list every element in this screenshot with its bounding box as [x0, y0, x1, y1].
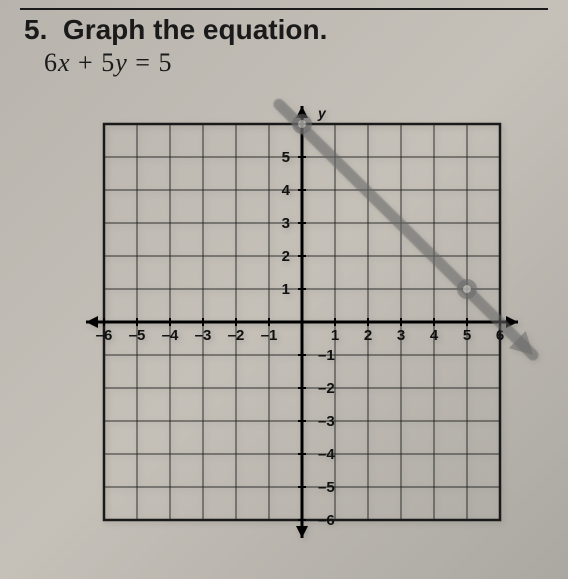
- svg-text:–2: –2: [228, 327, 245, 344]
- svg-text:5: 5: [282, 149, 290, 166]
- axes: [86, 106, 518, 538]
- svg-text:–3: –3: [195, 327, 212, 344]
- problem-prompt-text: Graph the equation.: [63, 14, 327, 45]
- svg-text:–4: –4: [162, 327, 179, 344]
- svg-text:–4: –4: [318, 446, 335, 463]
- svg-text:–3: –3: [318, 413, 335, 430]
- svg-text:–5: –5: [129, 327, 146, 344]
- coordinate-grid: –6–5–4–3–2–1123456–6–5–4–3–2–112345 y: [80, 88, 560, 548]
- svg-text:1: 1: [282, 281, 290, 298]
- worksheet-page: 5. Graph the equation. 6x + 5y = 5 –6–5–…: [0, 0, 568, 579]
- svg-text:–6: –6: [318, 512, 335, 529]
- svg-text:–6: –6: [96, 327, 113, 344]
- plotted-line: [279, 104, 542, 363]
- var-y: y: [115, 48, 128, 77]
- equals-sign: =: [128, 48, 159, 77]
- var-x: x: [58, 48, 71, 77]
- svg-text:4: 4: [282, 182, 291, 199]
- svg-text:–1: –1: [261, 327, 278, 344]
- const-c: 5: [158, 48, 172, 77]
- svg-text:1: 1: [331, 327, 339, 344]
- svg-text:3: 3: [282, 215, 290, 232]
- svg-text:–2: –2: [318, 380, 335, 397]
- svg-text:4: 4: [430, 327, 439, 344]
- coef-a: 6: [44, 48, 58, 77]
- problem-number: 5.: [24, 14, 47, 45]
- coef-b: 5: [101, 48, 115, 77]
- svg-text:–1: –1: [318, 347, 335, 364]
- equation: 6x + 5y = 5: [44, 48, 548, 78]
- svg-text:2: 2: [282, 248, 290, 265]
- svg-text:5: 5: [463, 327, 471, 344]
- problem-prompt: 5. Graph the equation.: [24, 14, 548, 46]
- plus-sign: +: [71, 48, 102, 77]
- svg-text:3: 3: [397, 327, 405, 344]
- axis-labels: y: [317, 105, 327, 121]
- top-divider: [20, 8, 548, 10]
- tick-labels: –6–5–4–3–2–1123456–6–5–4–3–2–112345: [96, 149, 505, 529]
- svg-text:2: 2: [364, 327, 372, 344]
- svg-text:y: y: [317, 105, 327, 121]
- grid-svg: –6–5–4–3–2–1123456–6–5–4–3–2–112345 y: [80, 88, 560, 548]
- svg-text:–5: –5: [318, 479, 335, 496]
